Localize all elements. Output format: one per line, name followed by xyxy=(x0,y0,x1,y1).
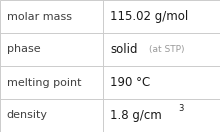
Text: density: density xyxy=(7,110,48,121)
Text: phase: phase xyxy=(7,44,40,55)
Text: molar mass: molar mass xyxy=(7,11,72,22)
Text: (at STP): (at STP) xyxy=(149,45,184,54)
Text: 115.02 g/mol: 115.02 g/mol xyxy=(110,10,188,23)
Text: 3: 3 xyxy=(178,104,183,113)
Text: solid: solid xyxy=(110,43,138,56)
Text: melting point: melting point xyxy=(7,77,81,88)
Text: 190 °C: 190 °C xyxy=(110,76,150,89)
Text: 1.8 g/cm: 1.8 g/cm xyxy=(110,109,162,122)
